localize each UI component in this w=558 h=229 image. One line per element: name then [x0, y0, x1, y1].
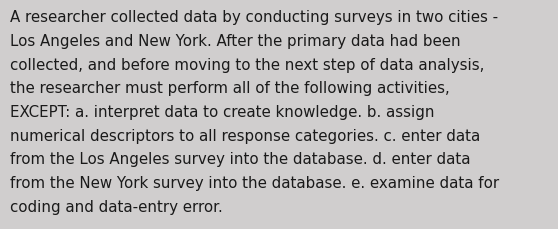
Text: the researcher must perform all of the following activities,: the researcher must perform all of the f… [10, 81, 450, 96]
Text: from the Los Angeles survey into the database. d. enter data: from the Los Angeles survey into the dat… [10, 152, 470, 167]
Text: coding and data-entry error.: coding and data-entry error. [10, 199, 223, 214]
Text: EXCEPT: a. interpret data to create knowledge. b. assign: EXCEPT: a. interpret data to create know… [10, 105, 435, 120]
Text: A researcher collected data by conducting surveys in two cities -: A researcher collected data by conductin… [10, 10, 498, 25]
Text: from the New York survey into the database. e. examine data for: from the New York survey into the databa… [10, 175, 499, 190]
Text: collected, and before moving to the next step of data analysis,: collected, and before moving to the next… [10, 57, 484, 72]
Text: Los Angeles and New York. After the primary data had been: Los Angeles and New York. After the prim… [10, 34, 461, 49]
Text: numerical descriptors to all response categories. c. enter data: numerical descriptors to all response ca… [10, 128, 480, 143]
